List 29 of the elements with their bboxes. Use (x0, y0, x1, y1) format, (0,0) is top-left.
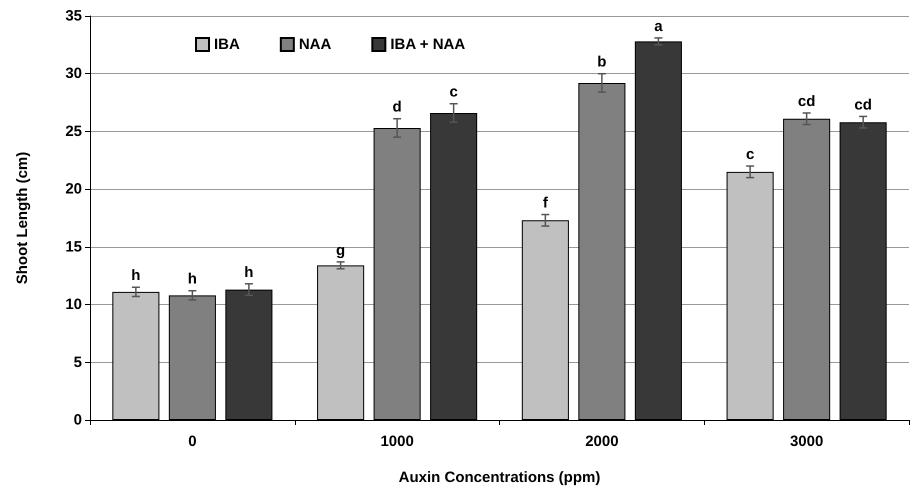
legend-label: IBA (214, 36, 240, 53)
x-tick-label: 0 (188, 433, 197, 450)
x-tick-label: 1000 (380, 433, 414, 450)
data-label: c (449, 84, 458, 101)
y-tick-label: 35 (65, 8, 82, 24)
data-label: c (746, 146, 754, 164)
data-label: g (336, 242, 346, 259)
legend-label: IBA + NAA (390, 36, 466, 53)
y-tick-label: 0 (74, 412, 82, 428)
y-tick-label: 20 (65, 180, 82, 198)
y-tick-label: 15 (65, 238, 82, 256)
x-tick-label: 3000 (790, 433, 824, 450)
x-tick-label: 2000 (585, 433, 619, 450)
data-label: d (392, 98, 402, 116)
legend-label: NAA (298, 36, 332, 53)
x-axis-title: Auxin Concentrations (ppm) (398, 469, 600, 486)
y-tick-label: 25 (65, 122, 82, 140)
data-label: cd (854, 96, 872, 114)
data-label: cd (798, 92, 816, 110)
data-label: a (654, 18, 664, 35)
data-label: h (188, 270, 197, 288)
y-axis-title: Shoot Length (cm) (14, 152, 31, 284)
data-label: f (542, 194, 549, 212)
y-tick-label: 10 (65, 296, 82, 314)
data-label: h (131, 267, 140, 284)
y-tick-label: 5 (74, 354, 82, 371)
y-tick-label: 30 (65, 65, 82, 82)
data-label: h (244, 264, 254, 281)
data-label: b (597, 54, 606, 71)
